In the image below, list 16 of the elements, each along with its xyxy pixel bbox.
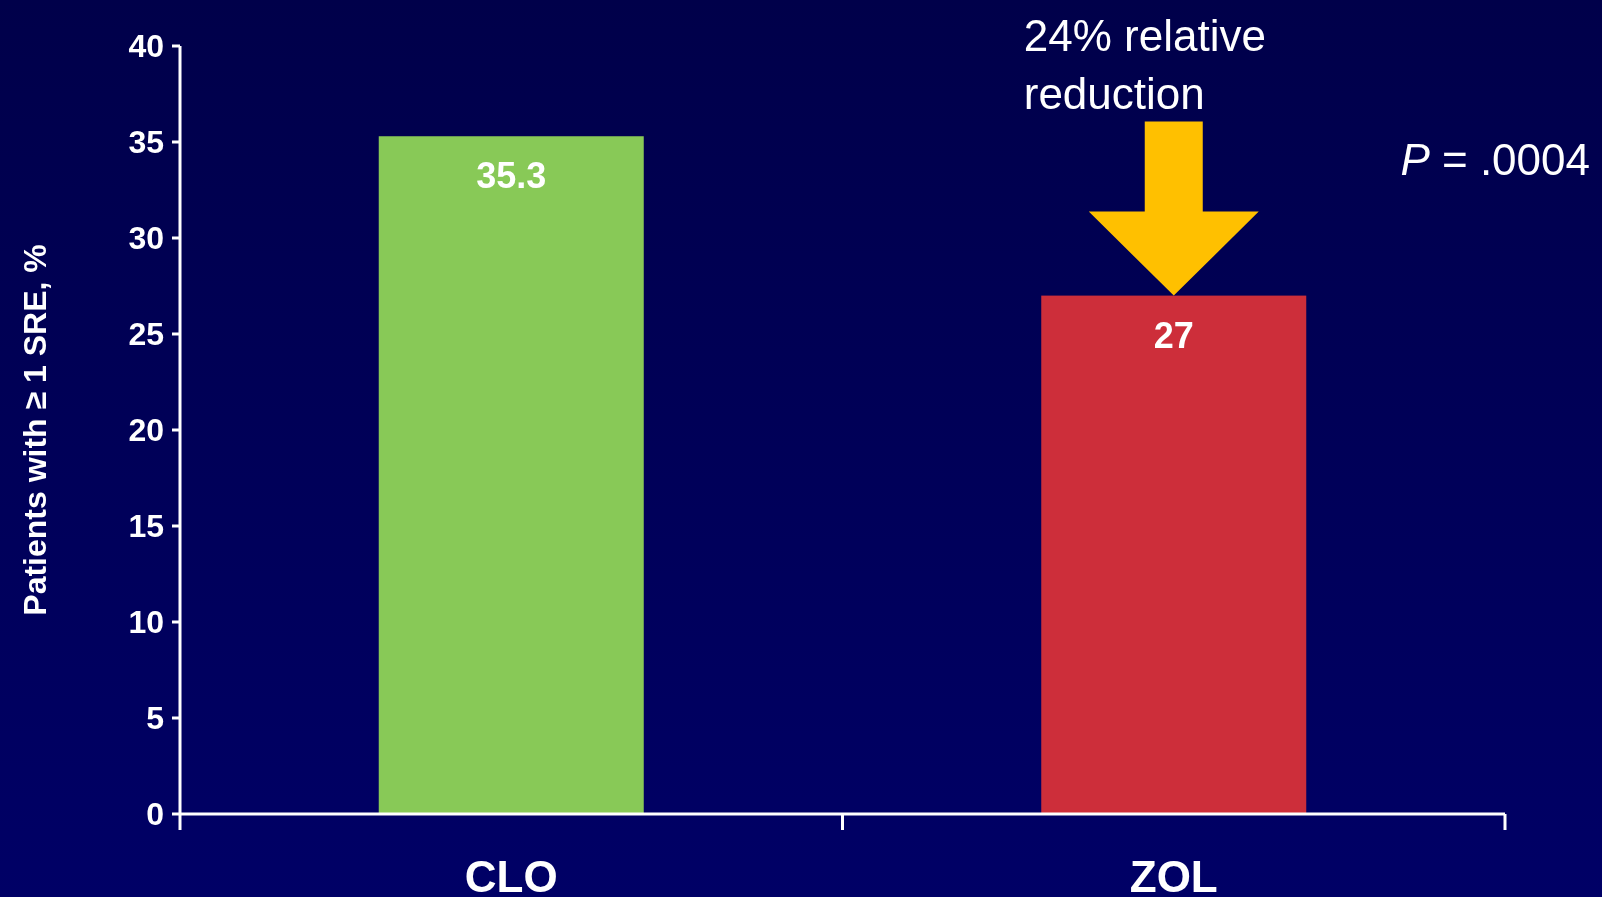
y-tick-label: 25 — [128, 316, 164, 353]
y-tick-label: 30 — [128, 220, 164, 257]
x-tick-label: ZOL — [1129, 852, 1218, 897]
y-tick-label: 40 — [128, 28, 164, 65]
y-tick-label: 20 — [128, 412, 164, 449]
annotation: 24% relative reduction — [1023, 10, 1266, 118]
y-tick-label: 35 — [128, 124, 164, 161]
y-tick-label: 15 — [128, 508, 164, 545]
y-tick-label: 0 — [146, 796, 164, 833]
y-tick-label: 5 — [146, 700, 164, 737]
annotation: P = .0004 — [1400, 135, 1590, 184]
y-tick-label: 10 — [128, 604, 164, 641]
data-label: 27 — [1153, 314, 1194, 356]
x-tick-label: CLO — [464, 852, 558, 897]
data-label: 35.3 — [476, 155, 547, 197]
y-axis-title: Patients with ≥ 1 SRE, % — [17, 244, 53, 616]
